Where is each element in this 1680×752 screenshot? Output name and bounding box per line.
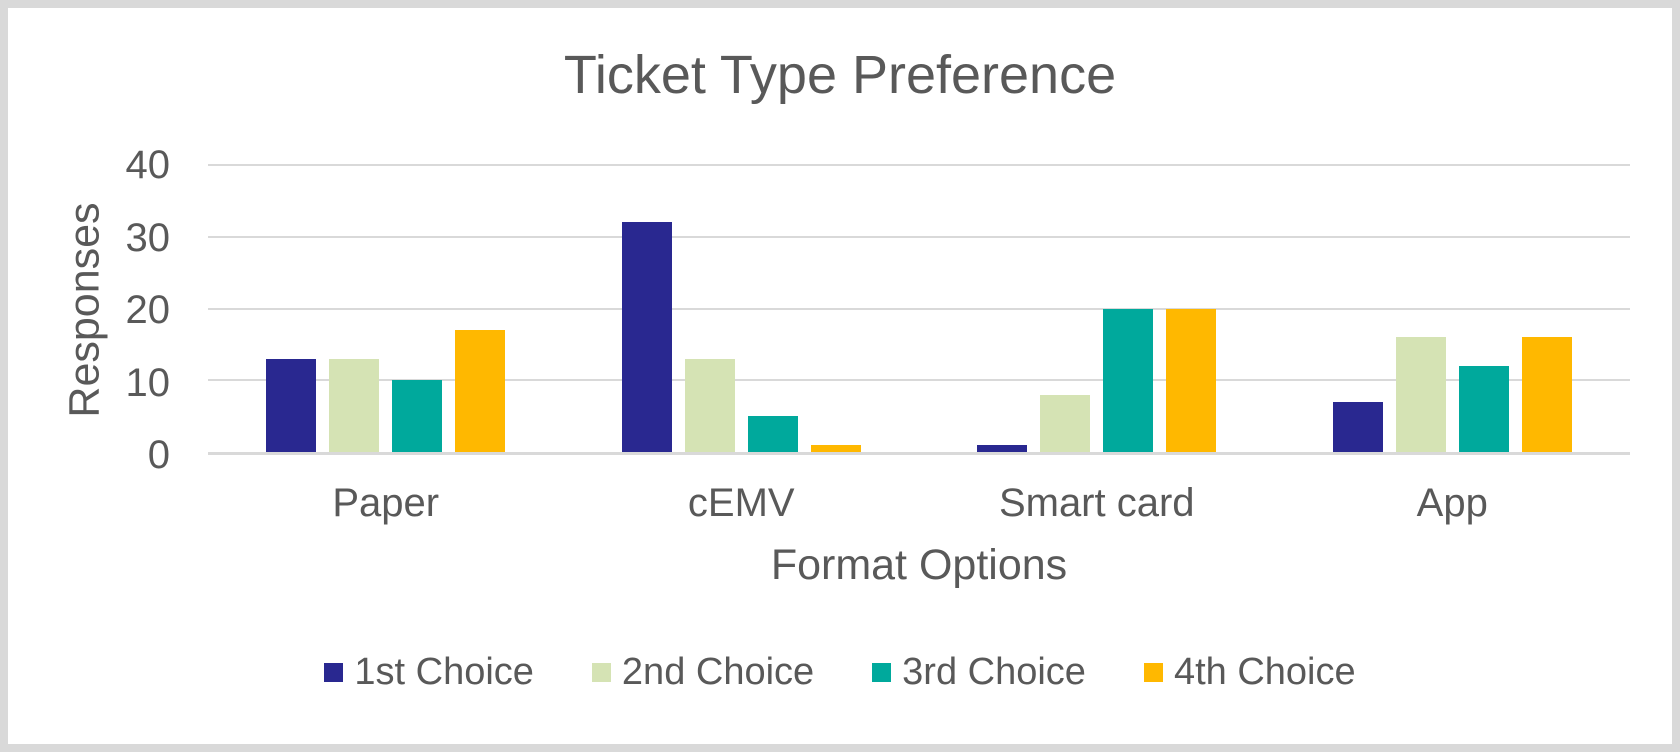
x-axis-labels: Paper cEMV Smart card App [208, 480, 1630, 526]
category-label-paper: Paper [332, 481, 440, 525]
gridline [208, 164, 1630, 166]
bar-2nd-choice-app [1395, 337, 1446, 452]
legend-swatch-icon [1143, 662, 1163, 682]
legend: 1st Choice 2nd Choice 3rd Choice 4th Choice [8, 650, 1672, 694]
bar-4th-choice-cemv [810, 444, 861, 452]
y-tick-label: 40 [125, 143, 171, 187]
bar-1st-choice-paper [266, 358, 317, 452]
category-label-smart-card: Smart card [998, 481, 1195, 525]
bar-group-smart-card [919, 165, 1275, 452]
y-tick-label: 10 [125, 360, 171, 405]
legend-item-1st-choice: 1st Choice [324, 650, 534, 694]
gridline [208, 307, 1630, 310]
legend-swatch-icon [591, 662, 611, 682]
bar-3rd-choice-paper [392, 380, 443, 452]
legend-label: 3rd Choice [902, 651, 1086, 693]
legend-item-3rd-choice: 3rd Choice [872, 650, 1086, 694]
bar-1st-choice-cemv [621, 222, 672, 452]
legend-item-2nd-choice: 2nd Choice [591, 650, 815, 694]
chart-title: Ticket Type Preference [563, 45, 1117, 105]
bar-group-paper [208, 165, 564, 452]
bar-4th-choice-paper [455, 330, 506, 452]
bar-3rd-choice-app [1458, 365, 1509, 452]
bar-1st-choice-smart-card [977, 444, 1028, 452]
bar-group-cemv [564, 165, 920, 452]
gridline [208, 235, 1630, 238]
bar-4th-choice-app [1521, 337, 1572, 452]
y-tick-label: 0 [147, 433, 170, 477]
legend-label: 1st Choice [354, 651, 534, 693]
bar-2nd-choice-smart-card [1040, 394, 1091, 452]
plot-area [208, 164, 1631, 455]
gridline [208, 379, 1630, 382]
bar-2nd-choice-cemv [684, 358, 735, 452]
bar-4th-choice-smart-card [1166, 308, 1217, 452]
bar-3rd-choice-smart-card [1103, 308, 1154, 452]
category-label-app: App [1416, 481, 1488, 525]
legend-swatch-icon [324, 662, 344, 682]
bar-2nd-choice-paper [329, 358, 380, 452]
legend-item-4th-choice: 4th Choice [1143, 650, 1356, 694]
legend-label: 2nd Choice [621, 651, 815, 693]
y-axis-ticks: 0 10 20 30 40 [64, 143, 171, 477]
bar-group-app [1275, 165, 1631, 452]
category-label-cemv: cEMV [687, 481, 795, 525]
bar-3rd-choice-cemv [747, 416, 798, 452]
y-tick-label: 20 [125, 288, 171, 332]
y-tick-label: 30 [125, 215, 171, 260]
legend-swatch-icon [872, 662, 892, 682]
bar-1st-choice-app [1332, 401, 1383, 452]
x-axis-title: Format Options [770, 541, 1068, 589]
legend-label: 4th Choice [1173, 651, 1356, 693]
